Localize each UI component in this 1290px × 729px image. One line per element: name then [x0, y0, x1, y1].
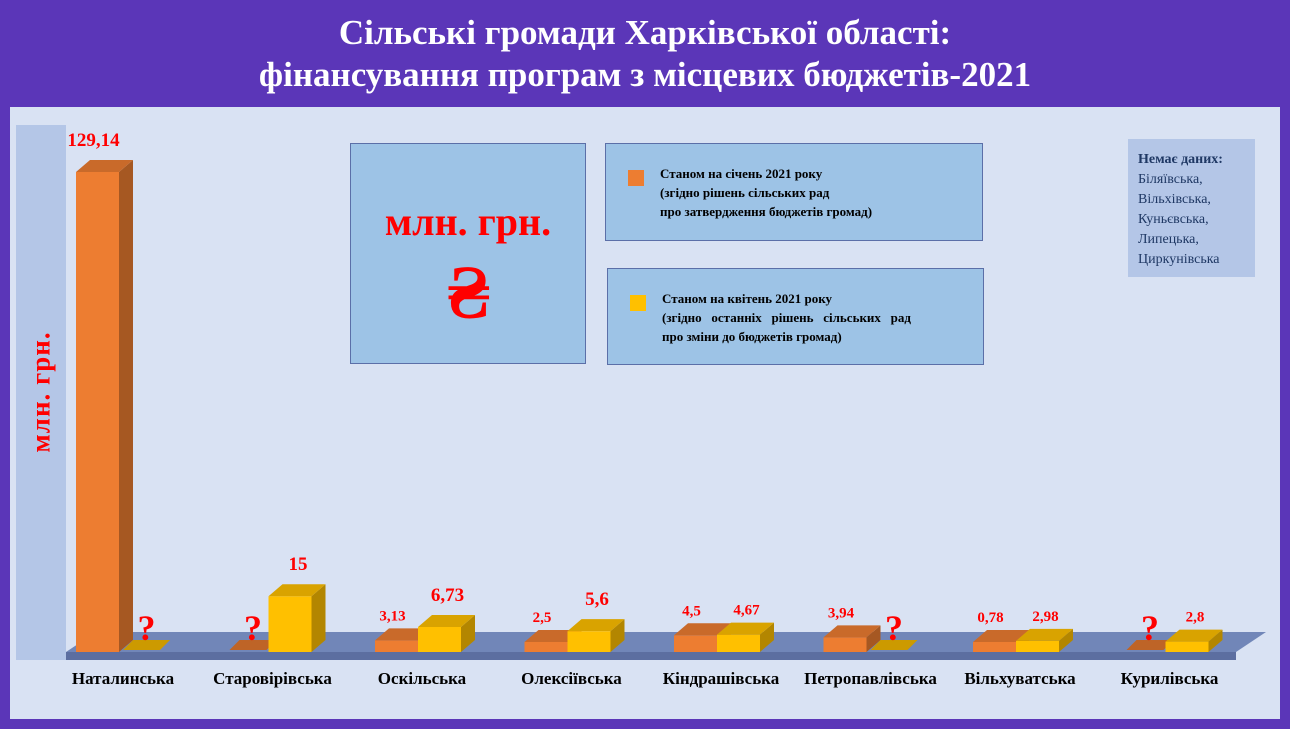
bar — [567, 631, 611, 652]
bar-top — [717, 622, 774, 635]
bar — [375, 640, 418, 652]
no-data-heading: Немає даних: — [1138, 152, 1223, 167]
no-value-mark: ? — [244, 608, 262, 648]
no-value-mark: ? — [138, 608, 156, 648]
data-label: 4,5 — [682, 603, 701, 619]
legend-january-line3: про затвердження бюджетів громад) — [660, 204, 873, 219]
category-label: Олексіївська — [521, 669, 622, 688]
bar-top — [268, 584, 326, 597]
bar-side — [461, 614, 475, 652]
chart-floor — [66, 632, 1266, 652]
unit-text: млн. грн. — [384, 199, 552, 244]
bar-placeholder — [870, 640, 918, 650]
bar-side — [1208, 629, 1223, 652]
bar-top — [1165, 629, 1223, 642]
data-label: 3,13 — [379, 608, 405, 624]
no-data-item: Липецька, — [1138, 232, 1199, 247]
bar-top — [1016, 628, 1073, 641]
bar-side — [610, 619, 625, 652]
bar-side — [760, 622, 774, 652]
data-label: 6,73 — [431, 585, 464, 606]
category-label: Петропавлівська — [804, 669, 937, 688]
page-title: Сільські громади Харківської області: фі… — [0, 12, 1290, 96]
legend-item-april: Станом на квітень 2021 року (згідно оста… — [607, 268, 984, 365]
bar — [1165, 641, 1209, 652]
category-label: Курилівська — [1121, 669, 1219, 688]
bar-top — [674, 623, 731, 636]
data-label: 129,14 — [67, 130, 120, 151]
legend-item-january: Станом на січень 2021 року (згідно рішен… — [605, 143, 983, 241]
no-data-item: Біляївська, — [1138, 172, 1203, 187]
legend-swatch-april — [630, 295, 646, 311]
bar — [268, 596, 312, 652]
bar — [524, 642, 568, 652]
data-label: 2,98 — [1032, 609, 1058, 625]
bar — [418, 626, 461, 652]
no-data-item: Куньєвська, — [1138, 212, 1209, 227]
legend-january-line2: (згідно рішень сільських рад — [660, 185, 830, 200]
y-axis-label-strip — [16, 125, 66, 660]
bar-side — [866, 625, 881, 652]
data-label: 2,8 — [1186, 610, 1205, 626]
legend-swatch-january — [628, 170, 644, 186]
data-label: 15 — [289, 554, 308, 575]
no-data-item: Циркунівська — [1138, 252, 1220, 267]
no-value-mark: ? — [1141, 608, 1159, 648]
bar — [717, 634, 760, 652]
category-label: Старовірівська — [213, 669, 332, 688]
legend-april-line1: Станом на квітень 2021 року — [662, 291, 833, 306]
no-data-box: Немає даних: Біляївська, Вільхівська, Ку… — [1128, 139, 1255, 277]
data-label: 5,6 — [585, 589, 609, 610]
bar-top — [375, 628, 432, 641]
title-line-2: фінансування програм з місцевих бюджетів… — [258, 55, 1032, 94]
bar-top — [823, 625, 881, 638]
legend-january-line1: Станом на січень 2021 року — [660, 166, 823, 181]
bar-top — [524, 630, 582, 642]
bar-placeholder — [123, 640, 170, 650]
bar — [674, 635, 717, 652]
title-line-1: Сільські громади Харківської області: — [338, 13, 952, 52]
bar — [76, 172, 119, 652]
bar-placeholder — [1126, 640, 1174, 650]
category-label: Оскільська — [378, 669, 467, 688]
bar — [1016, 640, 1059, 652]
unit-box: млн. грн. ₴ — [350, 143, 586, 364]
bar-top — [76, 160, 133, 172]
bar — [973, 642, 1016, 652]
legend-april-line2: (згідно останніх рішень сільських рад — [662, 310, 911, 325]
bar-placeholder — [229, 640, 277, 650]
no-data-item: Вільхівська, — [1138, 192, 1211, 207]
category-label: Вільхуватська — [964, 669, 1076, 688]
category-label: Наталинська — [72, 669, 175, 688]
category-label: Кіндрашівська — [663, 669, 780, 688]
data-label: 0,78 — [977, 610, 1003, 626]
bar-top — [418, 614, 475, 627]
bar — [823, 637, 867, 652]
chart-floor-edge — [66, 652, 1236, 660]
legend-april-line3: про зміни до бюджетів громад) — [662, 329, 842, 344]
bar-side — [311, 584, 326, 652]
bar-side — [1059, 628, 1073, 652]
bar-side — [119, 160, 133, 652]
data-label: 2,5 — [533, 610, 552, 626]
data-label: 3,94 — [828, 605, 855, 621]
bar-top — [973, 630, 1030, 642]
no-value-mark: ? — [885, 608, 903, 648]
bar-top — [567, 619, 625, 632]
hryvnia-icon: ₴ — [446, 251, 490, 335]
data-label: 4,67 — [733, 603, 760, 619]
